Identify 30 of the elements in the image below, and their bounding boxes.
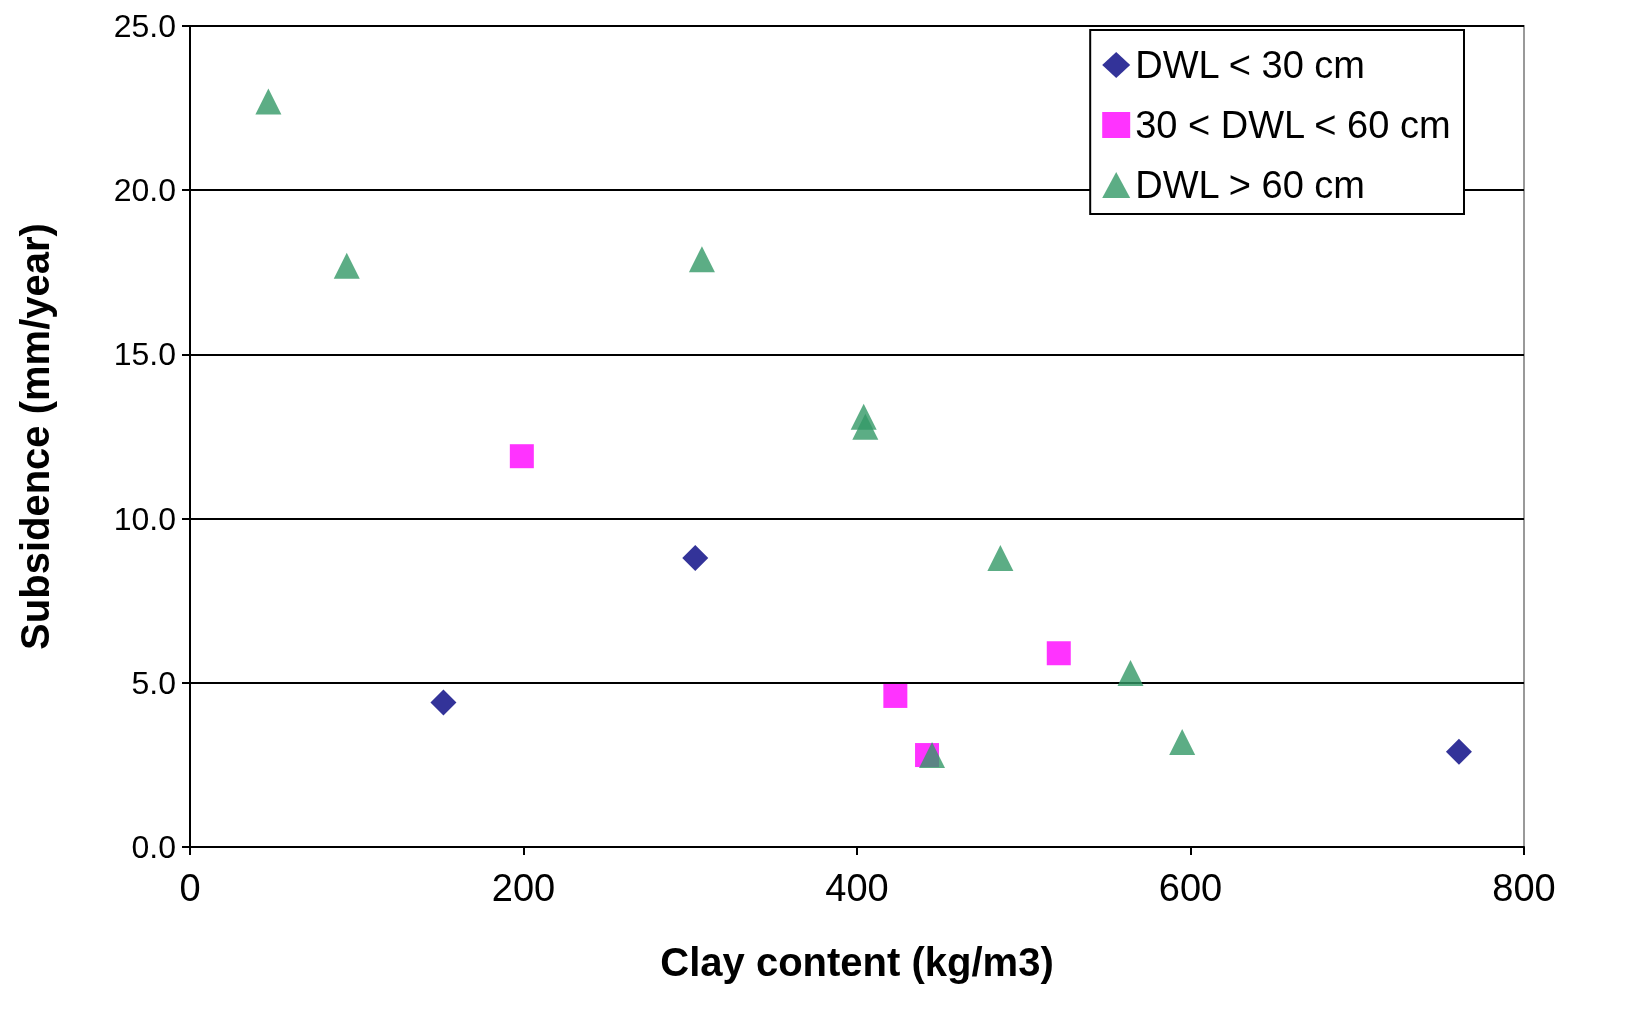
point	[987, 545, 1014, 572]
x-tick-label: 200	[491, 867, 556, 909]
y-tick-label: 25.0	[113, 8, 176, 44]
point	[852, 413, 879, 440]
point	[1117, 659, 1144, 686]
y-tick-label: 10.0	[113, 500, 176, 537]
point	[1046, 641, 1071, 666]
x-tick-label: 0	[179, 867, 201, 909]
y-tick-label: 5.0	[131, 664, 176, 701]
x-tick-label: 800	[1492, 867, 1556, 909]
point	[682, 545, 709, 572]
y-axis-title: Subsidence (mm/year)	[13, 223, 57, 650]
point	[919, 742, 946, 769]
point	[883, 683, 908, 708]
x-axis-title: Clay content (kg/m3)	[660, 940, 1054, 984]
legend-label: DWL < 30 cm	[1135, 44, 1366, 86]
x-tick-label: 400	[825, 867, 889, 909]
point	[255, 88, 282, 115]
legend-label: 30 < DWL < 60 cm	[1135, 104, 1451, 146]
point	[509, 444, 534, 469]
point	[333, 252, 360, 279]
x-tick-label: 600	[1158, 867, 1223, 909]
y-tick-label: 20.0	[113, 172, 176, 209]
point	[1445, 738, 1472, 765]
point	[430, 689, 457, 716]
y-tick-label: 15.0	[113, 336, 176, 373]
point	[1169, 728, 1196, 755]
y-tick-label: 0.0	[131, 829, 176, 865]
point	[688, 246, 715, 273]
legend-label: DWL > 60 cm	[1135, 164, 1366, 206]
